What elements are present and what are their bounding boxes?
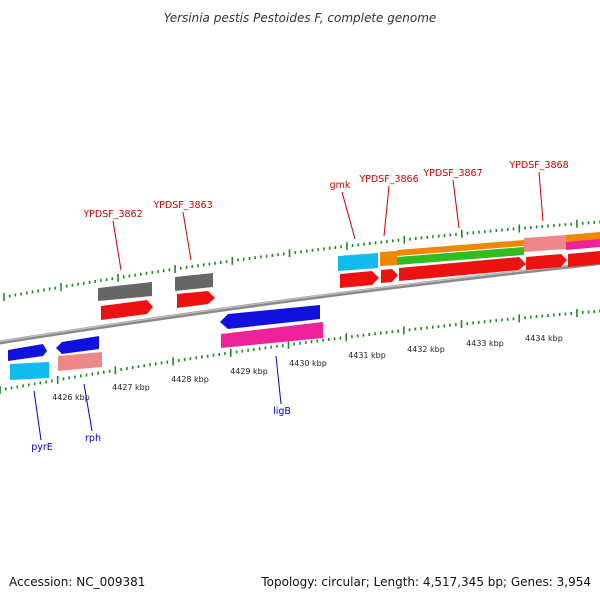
feature-gmk-cyan[interactable]	[338, 253, 378, 271]
scale-label-4427: 4427 kbp	[112, 383, 150, 392]
scale-label-4426: 4426 kbp	[52, 393, 90, 402]
gene-label-ligb: ligB	[273, 406, 291, 417]
inner-tick-ring	[0, 309, 600, 394]
feature-rph-salmon[interactable]	[58, 352, 102, 371]
leader-rph	[83, 383, 93, 432]
feature-edge-magenta[interactable]	[566, 239, 600, 250]
feature-pyre-blue[interactable]	[8, 344, 47, 361]
gene-label-rph: rph	[85, 433, 101, 444]
scale-label-4432: 4432 kbp	[407, 345, 445, 354]
feature-ypdsf-3866-orange[interactable]	[380, 251, 397, 266]
gene-label-pyre: pyrE	[31, 442, 53, 453]
gene-label-ypdsf-3868: YPDSF_3868	[508, 160, 568, 171]
scale-label-4431: 4431 kbp	[348, 351, 386, 360]
leader-ligb	[275, 355, 282, 405]
feature-ypdsf-3868-salmon[interactable]	[524, 235, 566, 252]
gene-label-ypdsf-3867: YPDSF_3867	[422, 168, 482, 179]
feature-ypdsf-3867-red[interactable]	[399, 257, 526, 281]
leader-pyre	[33, 390, 42, 441]
feature-rph-blue[interactable]	[56, 336, 99, 354]
feature-ligb-magenta[interactable]	[221, 322, 323, 348]
scale-label-4434: 4434 kbp	[525, 334, 563, 343]
feature-ypdsf-3866-red[interactable]	[381, 269, 398, 283]
feature-ypdsf-3868-red[interactable]	[526, 254, 567, 270]
feature-edge-red[interactable]	[568, 251, 600, 267]
leader-gmk	[341, 191, 356, 240]
genome-backbone	[0, 261, 600, 345]
feature-ypdsf-3862-gray[interactable]	[98, 282, 152, 301]
feature-ypdsf-3863-red[interactable]	[177, 291, 215, 308]
feature-ypdsf-3867-green[interactable]	[397, 247, 524, 265]
feature-gmk-red[interactable]	[340, 271, 379, 288]
leader-ypdsf-3862	[112, 220, 122, 271]
accession-text: Accession: NC_009381	[9, 575, 145, 589]
scale-label-4429: 4429 kbp	[230, 367, 268, 376]
genome-stats-text: Topology: circular; Length: 4,517,345 bp…	[260, 575, 591, 589]
leader-ypdsf-3868	[538, 171, 544, 222]
feature-ypdsf-3862-red[interactable]	[101, 300, 153, 320]
leader-ypdsf-3863	[182, 211, 192, 261]
feature-edge-orange[interactable]	[566, 232, 600, 242]
scale-label-4430: 4430 kbp	[289, 359, 327, 368]
outer-tick-ring	[3, 219, 600, 301]
genome-backbone-highlight	[0, 261, 600, 343]
gene-label-ypdsf-3862: YPDSF_3862	[82, 209, 142, 220]
map-title: Yersinia pestis Pestoides F, complete ge…	[164, 11, 437, 25]
feature-ligb-blue[interactable]	[220, 305, 320, 329]
gene-label-gmk: gmk	[330, 180, 351, 191]
leader-ypdsf-3866	[383, 185, 390, 237]
scale-label-4428: 4428 kbp	[171, 375, 209, 384]
feature-ypdsf-3867-orange[interactable]	[397, 240, 524, 256]
scale-label-4433: 4433 kbp	[466, 339, 504, 348]
gene-label-ypdsf-3863: YPDSF_3863	[152, 200, 212, 211]
feature-ypdsf-3863-gray[interactable]	[175, 273, 213, 291]
leader-ypdsf-3867	[452, 179, 460, 229]
feature-pyre-cyan[interactable]	[10, 362, 49, 380]
gene-label-ypdsf-3866: YPDSF_3866	[358, 174, 418, 185]
